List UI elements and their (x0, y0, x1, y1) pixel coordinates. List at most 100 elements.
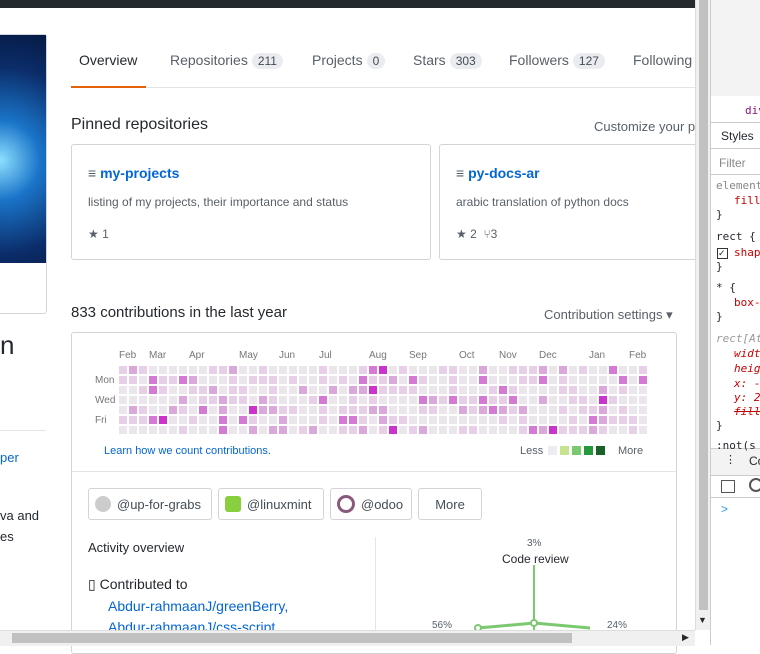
tab[interactable]: Following (633, 52, 693, 68)
day-cell (609, 426, 617, 434)
day-cell (159, 396, 167, 404)
day-cell (429, 396, 437, 404)
day-cell (489, 426, 497, 434)
day-cell (399, 366, 407, 374)
day-cell (539, 376, 547, 384)
day-cell (389, 406, 397, 414)
day-cell (599, 366, 607, 374)
month-label: Dec (539, 350, 557, 361)
day-cell (409, 426, 417, 434)
day-cell (309, 376, 317, 384)
repo-forks: 3 (490, 227, 498, 241)
day-cell (629, 386, 637, 394)
activity-chart (474, 565, 591, 632)
day-cell (409, 376, 417, 384)
day-cell (169, 406, 177, 414)
tab[interactable]: Repositories 211 (170, 52, 283, 69)
day-cell (359, 416, 367, 424)
day-cell (619, 366, 627, 374)
day-cell (549, 376, 557, 384)
day-cell (249, 406, 257, 414)
day-cell (129, 416, 137, 424)
style-line: :not(s (716, 439, 756, 452)
console-tab[interactable]: Co (749, 454, 760, 468)
day-cell (569, 406, 577, 414)
day-cell (559, 366, 567, 374)
day-cell (269, 406, 277, 414)
repo-name[interactable]: py-docs-ar (468, 165, 540, 181)
day-cell (559, 386, 567, 394)
top-bar (0, 0, 695, 8)
day-cell (359, 386, 367, 394)
day-cell (429, 406, 437, 414)
day-cell (379, 366, 387, 374)
day-cell (279, 416, 287, 424)
styles-tab[interactable]: Styles (721, 129, 754, 143)
customize-link[interactable]: Customize your p (594, 119, 696, 134)
day-cell (369, 396, 377, 404)
style-line: } (716, 310, 723, 323)
day-cell (519, 396, 527, 404)
more-button[interactable]: More (418, 488, 482, 520)
checkbox[interactable]: ✓ (717, 248, 728, 259)
learn-link[interactable]: Learn how we count contributions. (104, 445, 271, 457)
day-cell (279, 366, 287, 374)
filter[interactable]: Filter (719, 156, 746, 170)
link[interactable]: per (0, 450, 19, 465)
day-cell (309, 406, 317, 414)
day-cell (169, 376, 177, 384)
crumb[interactable]: div (745, 104, 760, 117)
day-cell (509, 406, 517, 414)
day-cell (469, 396, 477, 404)
day-cell (509, 396, 517, 404)
day-cell (369, 366, 377, 374)
repo-link[interactable]: Abdur-rahmaanJ/greenBerry, (108, 598, 289, 614)
day-cell (339, 406, 347, 414)
day-cell (149, 386, 157, 394)
day-cell (139, 376, 147, 384)
contrib-settings[interactable]: Contribution settings ▾ (544, 307, 673, 322)
day-cell (379, 386, 387, 394)
tab[interactable]: Followers 127 (509, 52, 605, 69)
day-cell (299, 376, 307, 384)
day-cell (469, 426, 477, 434)
month-label: Jul (319, 350, 332, 361)
day-cell (259, 366, 267, 374)
tab[interactable]: Projects 0 (312, 52, 386, 69)
day-cell (559, 426, 567, 434)
v-scrollbar[interactable]: ▼ (695, 0, 711, 630)
day-cell (189, 406, 197, 414)
pct: 24% (607, 620, 628, 631)
dot (530, 619, 538, 627)
day-cell (289, 396, 297, 404)
day-cell (359, 376, 367, 384)
day-cell (179, 406, 187, 414)
day-cell (269, 426, 277, 434)
day-cell (609, 416, 617, 424)
day-cell (579, 366, 587, 374)
org-button[interactable]: @linuxmint (218, 488, 324, 520)
day-cell (269, 396, 277, 404)
day-cell (199, 386, 207, 394)
day-cell (369, 376, 377, 384)
tab[interactable]: Stars 303 (413, 52, 482, 69)
tab[interactable]: Overview (79, 52, 138, 68)
day-cell (389, 386, 397, 394)
day-cell (419, 376, 427, 384)
day-cell (599, 396, 607, 404)
repo-name[interactable]: my-projects (100, 165, 180, 181)
day-cell (239, 386, 247, 394)
day-cell (529, 406, 537, 414)
org-button[interactable]: @odoo (330, 488, 412, 520)
day-cell (419, 396, 427, 404)
day-cell (539, 366, 547, 374)
month-label: Nov (499, 350, 517, 361)
day-cell (239, 416, 247, 424)
h-scrollbar[interactable]: ▶ (0, 630, 695, 646)
day-cell (169, 396, 177, 404)
day-cell (209, 406, 217, 414)
day-cell (479, 386, 487, 394)
day-cell (129, 366, 137, 374)
repo-card: ≡ my-projects listing of my projects, th… (71, 144, 431, 260)
org-button[interactable]: @up-for-grabs (88, 488, 212, 520)
